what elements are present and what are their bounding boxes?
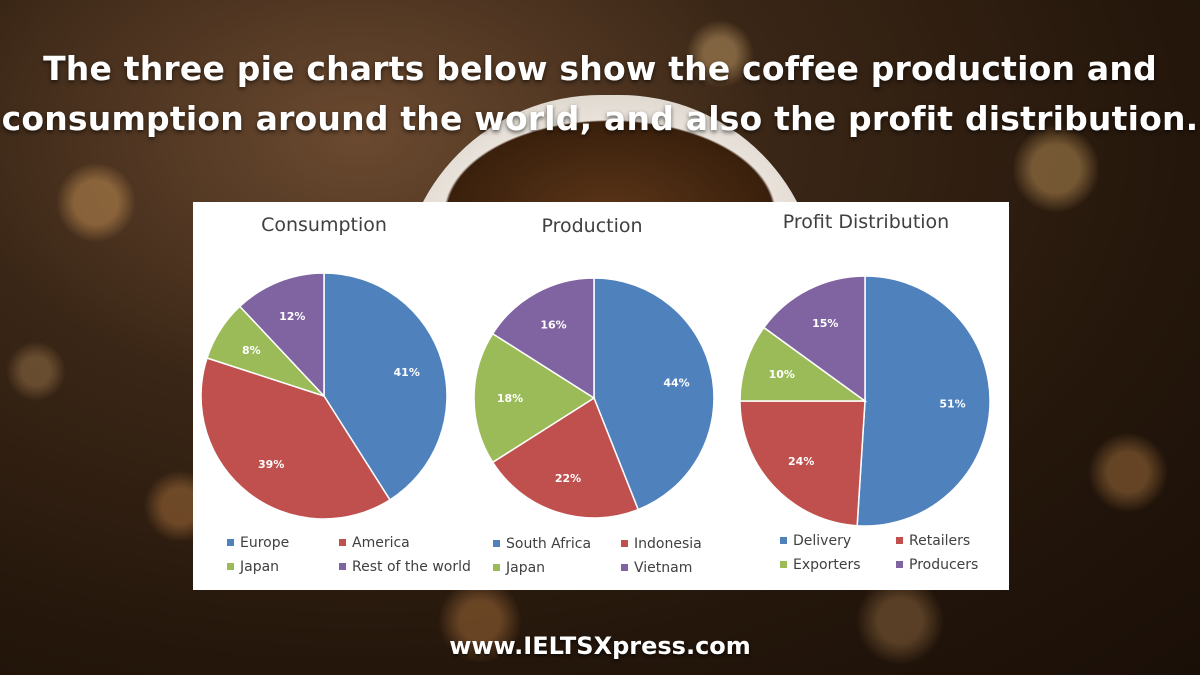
pie-slice-exporters — [739, 326, 868, 402]
chart-consumption: Consumption 41% 39% 8% 12% Europe America Jap… — [193, 202, 471, 590]
data-label-europe: 41% — [394, 366, 420, 379]
pie-slice-america — [200, 357, 391, 520]
legend-item-japan: Japan — [227, 559, 279, 575]
data-label-exporters: 10% — [769, 368, 795, 381]
legend-swatch — [621, 539, 628, 547]
legend-label: America — [352, 535, 410, 551]
legend-label: Rest of the world — [352, 559, 471, 575]
data-label-japan: 8% — [242, 344, 261, 357]
legend-swatch — [896, 536, 903, 544]
data-label-delivery: 51% — [939, 398, 965, 411]
pie-slice-japan — [473, 332, 596, 464]
pie-slice-vietnam — [491, 277, 595, 400]
legend-item-europe: Europe — [227, 535, 289, 551]
legend-item-america: America — [339, 535, 410, 551]
chart-production: Production 44% 22% 18% 16% South Africa Indo… — [461, 202, 723, 590]
legend-label: South Africa — [506, 536, 592, 552]
legend-label: Producers — [909, 557, 979, 573]
legend-item-delivery: Delivery — [780, 533, 851, 549]
data-label-japan: 18% — [497, 392, 523, 405]
data-label-america: 39% — [258, 458, 284, 471]
legend-item-japan: Japan — [493, 560, 545, 576]
charts-panel: Consumption 41% 39% 8% 12% Europe America Jap… — [193, 202, 1009, 590]
legend-item-exporters: Exporters — [780, 557, 861, 573]
legend-item-producers: Producers — [896, 557, 978, 573]
chart-title: Profit Distribution — [782, 211, 950, 233]
data-label-vietnam: 16% — [540, 318, 566, 331]
legend-swatch — [493, 563, 500, 571]
pie-slice-delivery — [856, 275, 991, 527]
legend-swatch — [896, 560, 903, 568]
legend-swatch — [493, 539, 500, 547]
headline-line-2: consumption around the world, and also t… — [1, 99, 1199, 138]
headline-line-1: The three pie charts below show the coff… — [43, 49, 1157, 88]
pie-slice-rest-of-the-world — [238, 272, 325, 398]
legend-swatch — [780, 560, 787, 568]
legend-swatch — [339, 538, 346, 546]
chart-title: Consumption — [261, 214, 387, 236]
legend-label: Exporters — [793, 557, 861, 573]
website-url: www.IELTSXpress.com — [449, 632, 751, 660]
legend-label: Vietnam — [634, 560, 693, 576]
legend-swatch — [339, 562, 346, 570]
legend-swatch — [780, 536, 787, 544]
data-label-retailers: 24% — [788, 455, 814, 468]
legend-label: Delivery — [793, 533, 852, 549]
legend-item-rest-of-the-world: Rest of the world — [339, 559, 471, 575]
legend-label: Japan — [506, 560, 546, 576]
legend-swatch — [227, 562, 234, 570]
headline: The three pie charts below show the coff… — [0, 44, 1200, 144]
legend-label: Europe — [240, 535, 290, 551]
legend-item-south-africa: South Africa — [493, 536, 591, 552]
data-label-producers: 15% — [812, 317, 838, 330]
pie-production: 44% 22% 18% 16% — [473, 277, 715, 519]
data-label-south-africa: 44% — [663, 376, 689, 389]
pie-slice-retailers — [739, 400, 866, 527]
legend-label: Japan — [240, 559, 280, 575]
legend-swatch — [621, 563, 628, 571]
pie-consumption: 41% 39% 8% 12% — [200, 272, 448, 520]
legend-label: Indonesia — [634, 536, 702, 552]
legend-item-indonesia: Indonesia — [621, 536, 702, 552]
data-label-rest-of-the-world: 12% — [279, 310, 305, 323]
data-label-indonesia: 22% — [555, 472, 581, 485]
pie-slice-south-africa — [593, 277, 715, 511]
legend-item-retailers: Retailers — [896, 533, 970, 549]
chart-title: Production — [541, 215, 643, 237]
pie-profit-distribution: 51% 24% 10% 15% — [739, 275, 991, 527]
legend-item-vietnam: Vietnam — [621, 560, 692, 576]
pie-slice-indonesia — [491, 396, 640, 519]
legend-swatch — [227, 538, 234, 546]
legend-label: Retailers — [909, 533, 971, 549]
chart-profit-distribution: Profit Distribution 51% 24% 10% 15% Deliver… — [729, 202, 1003, 590]
pie-slice-producers — [762, 275, 866, 403]
